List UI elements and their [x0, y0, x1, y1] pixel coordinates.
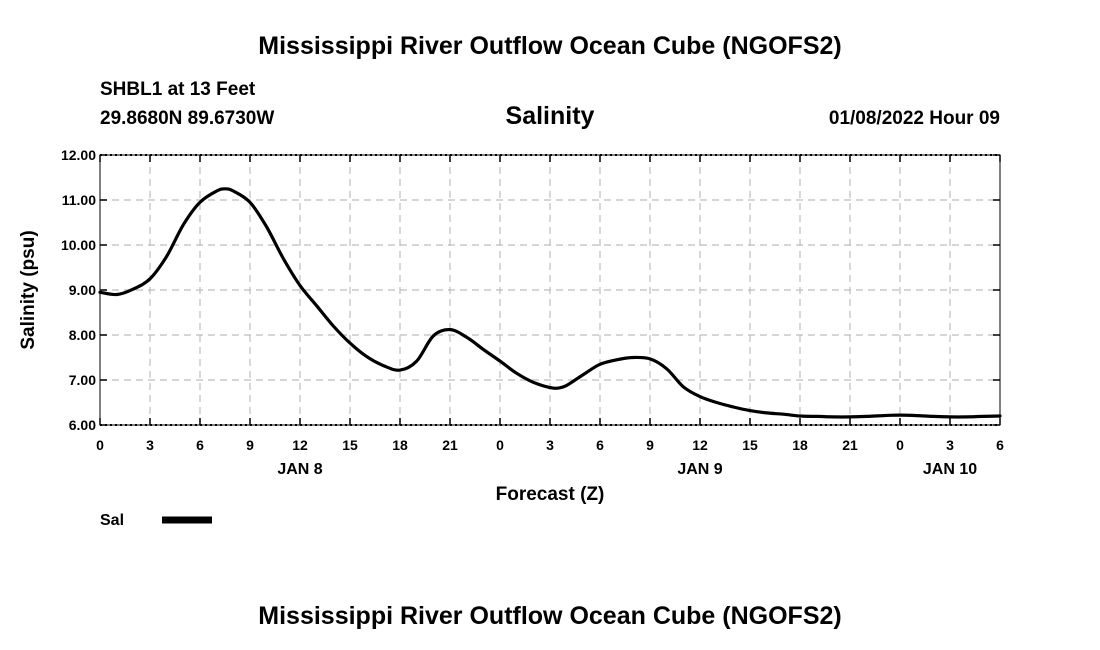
- grid-lines: [100, 155, 1000, 425]
- y-tick-label: 9.00: [69, 282, 96, 298]
- series-line-sal: [98, 187, 1002, 419]
- y-tick-label: 12.00: [61, 147, 96, 163]
- x-tick-label: 18: [392, 437, 408, 453]
- chart-title: Mississippi River Outflow Ocean Cube (NG…: [258, 32, 841, 60]
- footer-title: Mississippi River Outflow Ocean Cube (NG…: [258, 602, 841, 630]
- x-tick-label: 6: [196, 437, 204, 453]
- x-tick-label: 0: [896, 437, 904, 453]
- y-tick-label: 7.00: [69, 372, 96, 388]
- date-labels: JAN 8 JAN 9 JAN 10: [277, 461, 977, 478]
- station-label: SHBL1 at 13 Feet: [100, 79, 256, 100]
- x-tick-label: 18: [792, 437, 808, 453]
- legend-label: Sal: [100, 512, 124, 529]
- x-tick-label: 9: [246, 437, 254, 453]
- date-label: JAN 8: [277, 461, 322, 478]
- x-tick-label: 21: [442, 437, 458, 453]
- x-tick-label: 0: [96, 437, 104, 453]
- x-tick-label: 3: [146, 437, 154, 453]
- x-tick-label: 12: [292, 437, 308, 453]
- x-axis-label: Forecast (Z): [496, 484, 605, 505]
- y-tick-label: 6.00: [69, 417, 96, 433]
- date-label: JAN 9: [677, 461, 722, 478]
- y-tick-label: 10.00: [61, 237, 96, 253]
- x-tick-label: 3: [946, 437, 954, 453]
- x-tick-label: 9: [646, 437, 654, 453]
- x-axis-ticks: 0 3 6 9 12 15 18 21 0 3 6 9 12 15 18 21 0 3 6: [96, 155, 1004, 453]
- x-tick-label: 6: [596, 437, 604, 453]
- y-tick-label: 8.00: [69, 327, 96, 343]
- x-tick-label: 6: [996, 437, 1004, 453]
- variable-title: Salinity: [506, 102, 595, 130]
- y-axis-ticks: 6.00 7.00 8.00 9.00 10.00 11.00 12.00: [61, 147, 1000, 433]
- forecast-date: 01/08/2022 Hour 09: [829, 108, 1000, 129]
- y-axis-label: Salinity (psu): [18, 230, 39, 349]
- x-tick-label: 15: [742, 437, 758, 453]
- coords-label: 29.8680N 89.6730W: [100, 108, 274, 129]
- x-tick-label: 21: [842, 437, 858, 453]
- x-tick-label: 15: [342, 437, 358, 453]
- date-label: JAN 10: [923, 461, 977, 478]
- x-tick-label: 12: [692, 437, 708, 453]
- x-tick-label: 0: [496, 437, 504, 453]
- y-tick-label: 11.00: [62, 192, 96, 208]
- x-tick-label: 3: [546, 437, 554, 453]
